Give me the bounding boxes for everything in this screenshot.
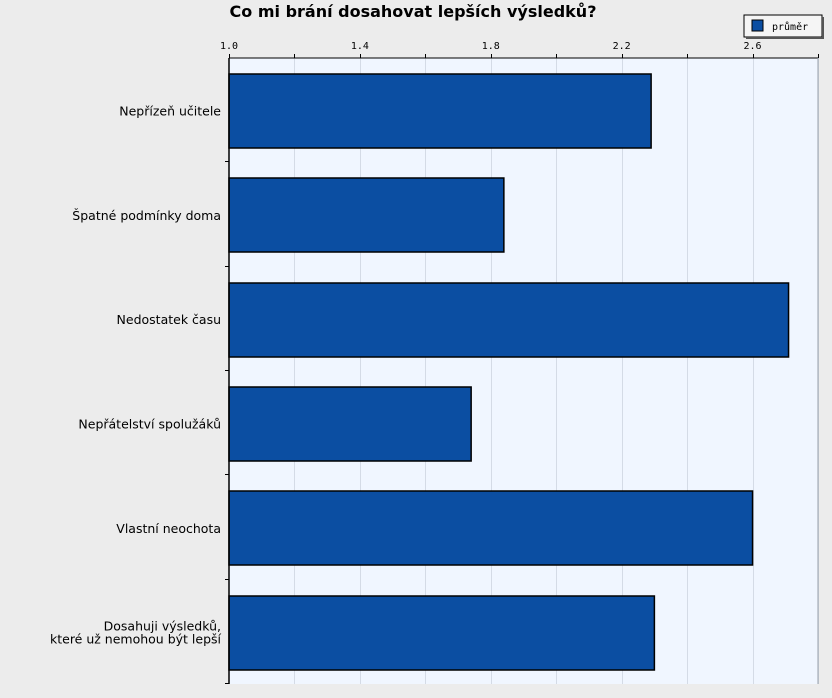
chart-title: Co mi brání dosahovat lepších výsledků? bbox=[230, 2, 597, 21]
category-label: Nepřízeň učitele bbox=[119, 104, 221, 119]
category-label: Dosahuji výsledků, bbox=[104, 619, 221, 634]
bar bbox=[228, 282, 790, 358]
axes bbox=[225, 57, 819, 684]
category-label: Nepřátelství spolužáků bbox=[78, 417, 221, 432]
category-label: Vlastní neochota bbox=[116, 521, 221, 536]
x-tick-label: 1.8 bbox=[482, 41, 500, 52]
legend-swatch bbox=[751, 19, 764, 32]
plot-area bbox=[229, 58, 818, 684]
category-label: Nedostatek času bbox=[117, 312, 221, 327]
bar bbox=[228, 73, 652, 149]
bar bbox=[228, 177, 505, 253]
bar bbox=[228, 595, 656, 671]
x-tick-label: 2.2 bbox=[613, 41, 631, 52]
x-axis-ticks: 1.0 1.4 1.8 2.2 2.6 bbox=[220, 41, 819, 58]
bar bbox=[228, 490, 754, 566]
legend-label: průměr bbox=[772, 21, 808, 33]
x-tick-label: 1.0 bbox=[220, 41, 238, 52]
bar bbox=[228, 386, 472, 462]
x-tick-label: 1.4 bbox=[351, 41, 369, 52]
x-tick-label: 2.6 bbox=[744, 41, 762, 52]
legend: průměr bbox=[743, 14, 824, 39]
category-label: Špatné podmínky doma bbox=[72, 208, 221, 223]
category-label: které už nemohou být lepší bbox=[50, 632, 222, 647]
category-labels: Nepřízeň učitele Špatné podmínky doma Nedo… bbox=[50, 104, 222, 647]
bars bbox=[228, 73, 790, 671]
